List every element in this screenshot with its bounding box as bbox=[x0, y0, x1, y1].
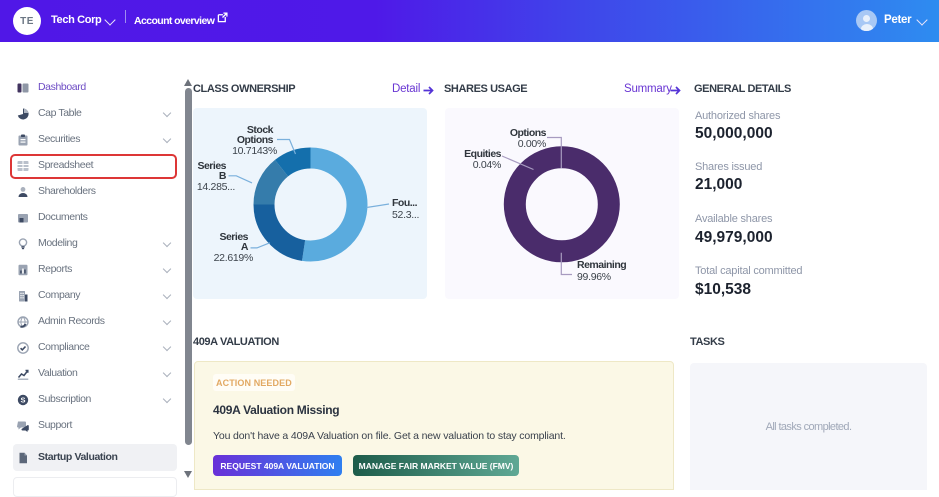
svg-text:S: S bbox=[20, 396, 25, 405]
